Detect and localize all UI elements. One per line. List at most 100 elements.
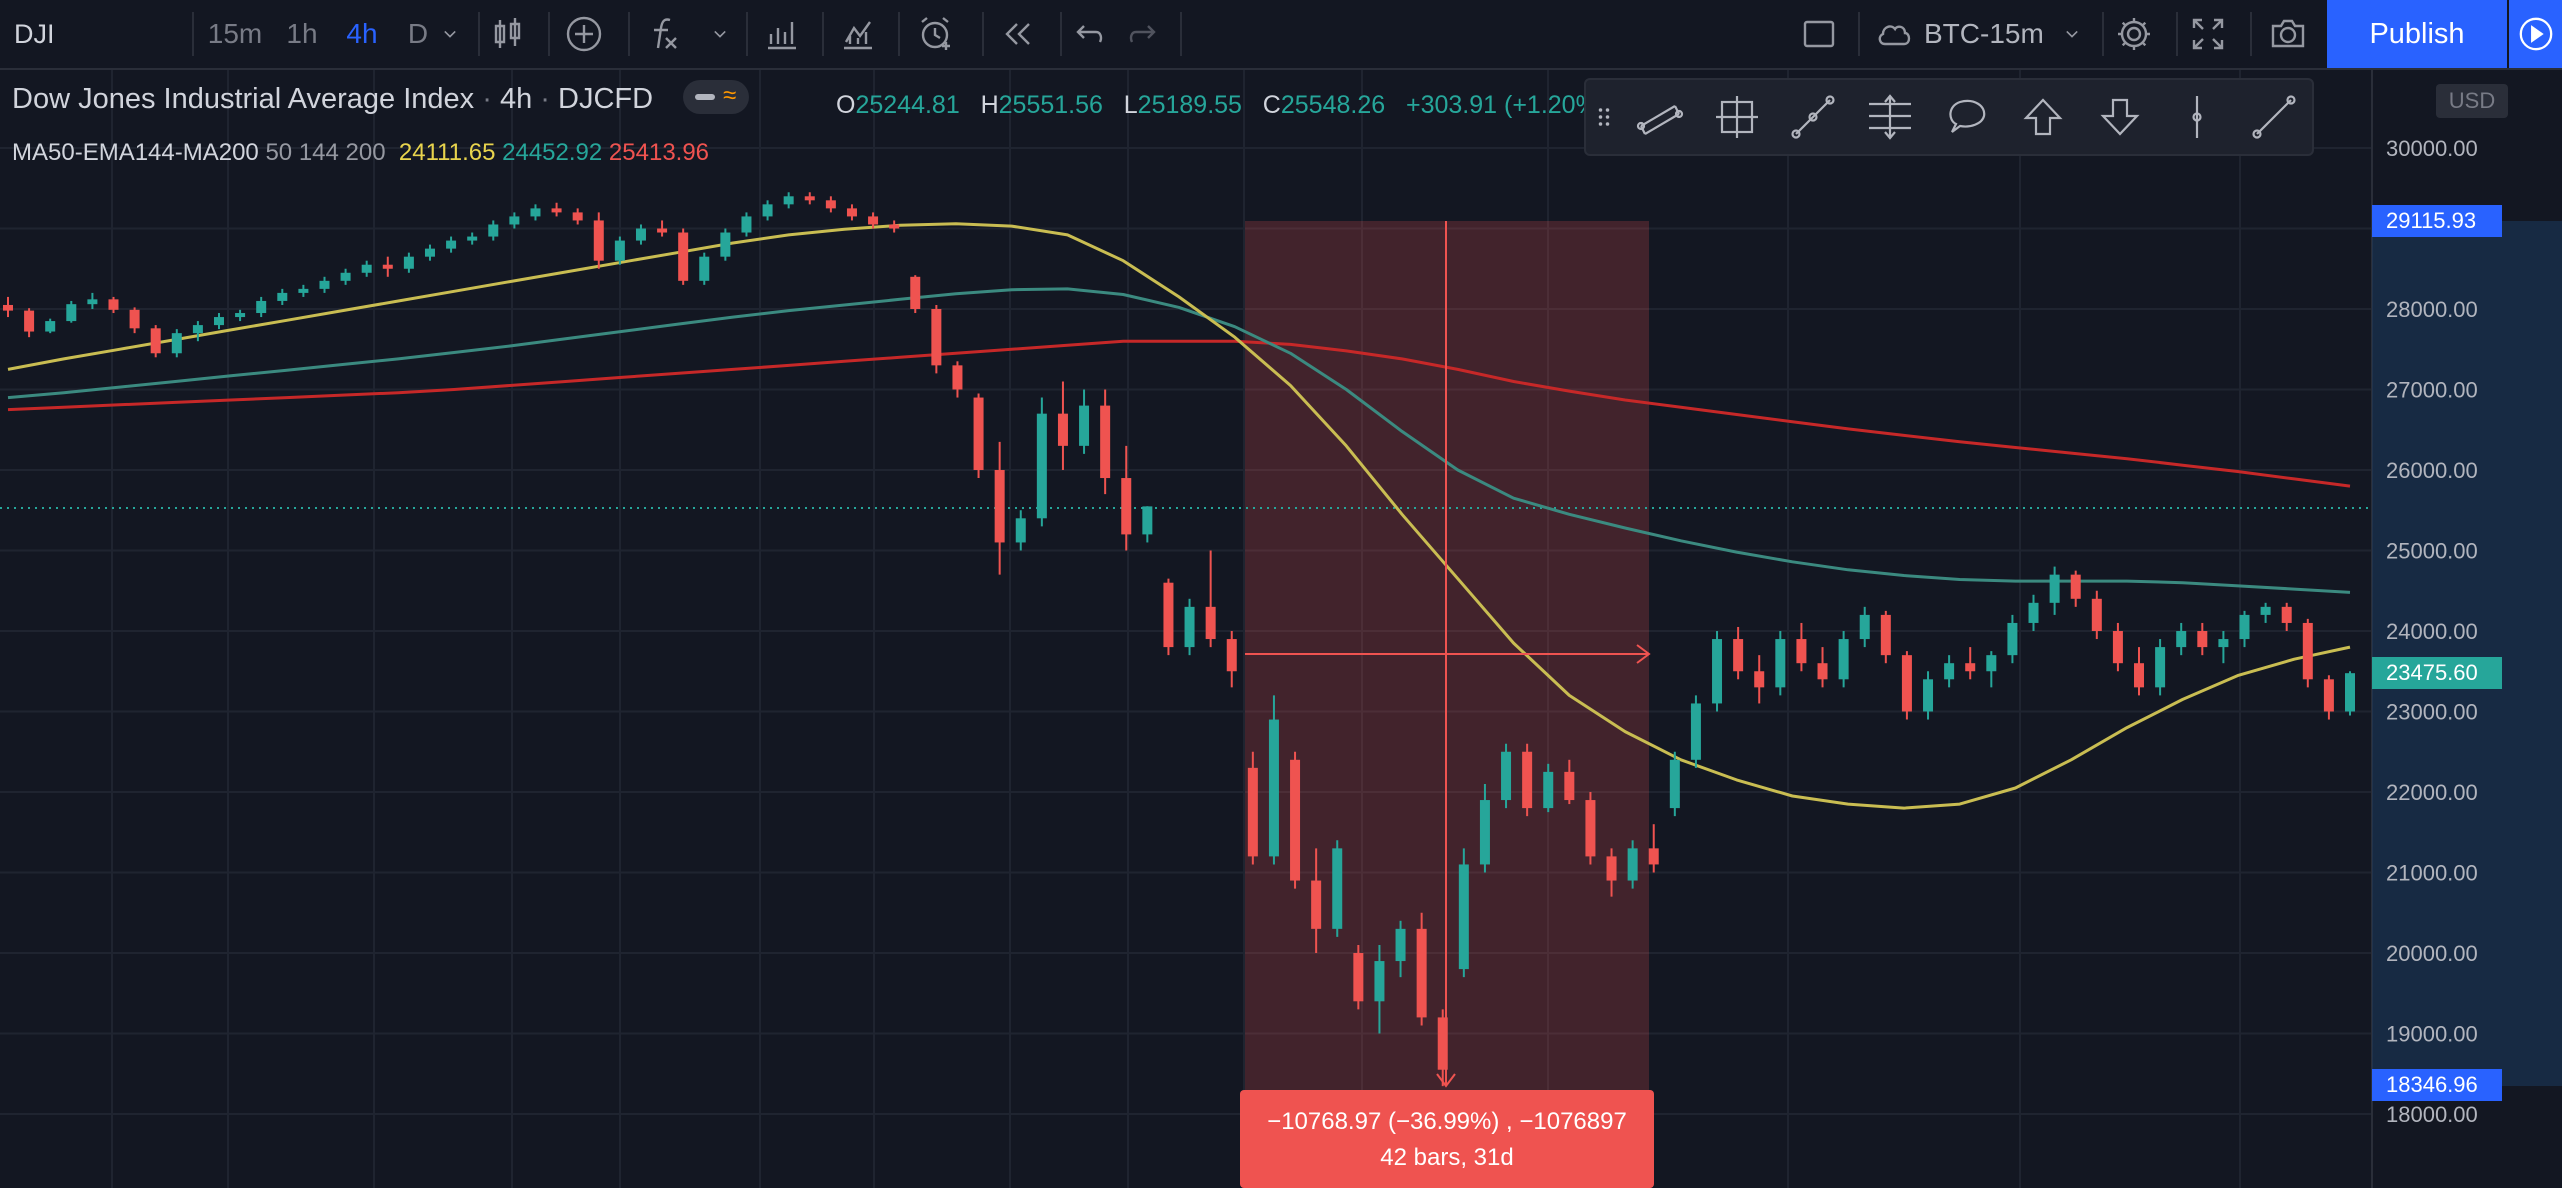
bar-chart-icon bbox=[768, 22, 796, 50]
candle-body bbox=[1205, 606, 1216, 640]
layout-select-button[interactable] bbox=[1796, 0, 1842, 68]
indicators-dropdown[interactable] bbox=[700, 0, 740, 68]
measure-down-arrow-head bbox=[1436, 1073, 1456, 1088]
candle-body bbox=[129, 309, 140, 329]
alert-button[interactable] bbox=[906, 0, 966, 68]
candle-body bbox=[1100, 405, 1111, 479]
interval-dropdown[interactable] bbox=[432, 0, 468, 68]
redo-button[interactable] bbox=[1118, 0, 1166, 68]
candle-body bbox=[108, 299, 119, 310]
candle-body bbox=[846, 208, 857, 217]
price-scale-highlight bbox=[2372, 221, 2562, 1086]
drag-handle[interactable] bbox=[1586, 80, 1621, 154]
drawing-toolbar bbox=[1584, 78, 2314, 156]
candle-body bbox=[593, 220, 604, 261]
candle-body bbox=[952, 365, 963, 390]
candlestick-series bbox=[3, 192, 2355, 1087]
measure-bars-text: 42 bars, 31d bbox=[1380, 1144, 1514, 1171]
layout-name-button[interactable]: BTC-15m bbox=[1924, 18, 2044, 49]
fullscreen-button[interactable] bbox=[2182, 0, 2234, 68]
market-closed-icon bbox=[695, 94, 716, 101]
tool-fixed-range[interactable] bbox=[1698, 80, 1775, 154]
candle-body bbox=[235, 313, 246, 318]
candle-body bbox=[741, 216, 752, 233]
symbol-search-button[interactable]: DJI bbox=[0, 0, 110, 68]
parallel-channel-icon bbox=[1636, 105, 1683, 135]
measure-change-text: −10768.97 (−36.99%) , −1076897 bbox=[1267, 1108, 1627, 1135]
publish-button[interactable]: Publish bbox=[2327, 0, 2507, 68]
high-value: 25551.56 bbox=[998, 91, 1103, 119]
price-tick-label: 23000.00 bbox=[2386, 700, 2478, 725]
candle-body bbox=[150, 328, 161, 354]
tool-arrow-up[interactable] bbox=[2005, 80, 2082, 154]
price-tick-label: 22000.00 bbox=[2386, 780, 2478, 805]
tool-ray[interactable] bbox=[2235, 80, 2312, 154]
close-value: 25548.26 bbox=[1280, 91, 1386, 119]
chart-type-button[interactable] bbox=[486, 0, 530, 68]
candle-body bbox=[825, 200, 836, 209]
financials-button[interactable] bbox=[754, 0, 810, 68]
settings-button[interactable] bbox=[2108, 0, 2160, 68]
currency-badge[interactable]: USD bbox=[2436, 84, 2508, 118]
candle-body bbox=[509, 216, 520, 225]
legend-status-badge[interactable]: ≈ bbox=[683, 80, 750, 115]
candle-body bbox=[467, 236, 478, 241]
candle-body bbox=[572, 212, 583, 221]
candle-body bbox=[3, 304, 13, 311]
price-chart[interactable]: 30000.00 28000.00 27000.00 26000.00 25000.00… bbox=[0, 70, 2562, 1188]
fullscreen-icon bbox=[2192, 18, 2224, 50]
candle-body bbox=[2323, 679, 2334, 712]
candle-body bbox=[1564, 771, 1575, 801]
candle-body bbox=[2155, 647, 2166, 688]
cloud-save-icon-wrap[interactable] bbox=[1870, 0, 1918, 68]
candle-body bbox=[2260, 606, 2271, 615]
moving-average-lines bbox=[7, 222, 2351, 810]
replay-play-button[interactable] bbox=[2509, 0, 2562, 68]
price-tick-label: 20000.00 bbox=[2386, 941, 2478, 966]
candle-body bbox=[2176, 631, 2187, 648]
tool-fib-retracement[interactable] bbox=[1852, 80, 1929, 154]
replay-button[interactable] bbox=[990, 0, 1044, 68]
candle-body bbox=[2112, 631, 2123, 664]
tool-arrow-down[interactable] bbox=[2082, 80, 2159, 154]
candle-body bbox=[1817, 663, 1828, 680]
template-chart-icon bbox=[844, 21, 872, 50]
tool-path[interactable] bbox=[1775, 80, 1852, 154]
candle-body bbox=[1669, 759, 1680, 809]
indicator-legend[interactable]: MA50-EMA144-MA200 50 144 200 24111.65 24… bbox=[12, 139, 709, 167]
candle-body bbox=[1353, 953, 1364, 1002]
candle-body bbox=[1838, 639, 1849, 680]
templates-button[interactable] bbox=[830, 0, 886, 68]
speech-bubble-icon bbox=[1949, 99, 1985, 133]
indicators-button[interactable] bbox=[636, 0, 692, 68]
rewind-icon bbox=[1005, 23, 1030, 45]
undo-button[interactable] bbox=[1066, 0, 1114, 68]
tool-callout[interactable] bbox=[1928, 80, 2005, 154]
candle-body bbox=[762, 204, 773, 217]
candle-body bbox=[657, 228, 668, 233]
indicator-params: 50 144 200 bbox=[265, 139, 386, 166]
price-tick-label: 30000.00 bbox=[2386, 136, 2478, 161]
toolbar-divider bbox=[1060, 12, 1062, 56]
interval-d-button[interactable]: D bbox=[407, 18, 429, 49]
tool-vertical-line[interactable] bbox=[2159, 80, 2236, 154]
candle-body bbox=[361, 264, 372, 273]
interval-1h-button[interactable]: 1h bbox=[286, 18, 318, 49]
compare-button[interactable] bbox=[556, 0, 612, 68]
interval-4h-button[interactable]: 4h bbox=[346, 18, 378, 49]
snapshot-button[interactable] bbox=[2258, 0, 2318, 68]
candle-body bbox=[2239, 614, 2250, 640]
candle-body bbox=[213, 317, 224, 326]
tool-trend-angle[interactable] bbox=[1621, 80, 1698, 154]
candle-body bbox=[2091, 598, 2102, 631]
price-tick-label: 21000.00 bbox=[2386, 861, 2478, 886]
candle-body bbox=[1712, 639, 1723, 704]
layout-dropdown[interactable] bbox=[2052, 0, 2092, 68]
price-tick-label: 24000.00 bbox=[2386, 619, 2478, 644]
plus-circle-icon bbox=[566, 16, 602, 52]
candle-body bbox=[24, 310, 35, 332]
candle-body bbox=[1247, 767, 1258, 857]
toolbar-divider bbox=[1858, 12, 1860, 56]
interval-15m-button[interactable]: 15m bbox=[207, 18, 263, 49]
price-tick-label: 27000.00 bbox=[2386, 378, 2478, 403]
